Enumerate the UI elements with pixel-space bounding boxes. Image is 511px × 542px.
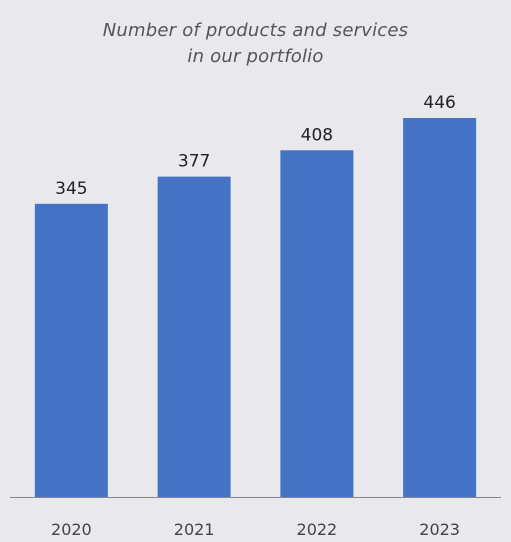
value-label-2023: 446 bbox=[423, 93, 455, 113]
bar-2022 bbox=[280, 150, 354, 497]
value-labels-group: 345 377 408 446 bbox=[55, 93, 456, 199]
bar-2023 bbox=[403, 118, 477, 497]
x-tick-labels-group: 2020 2021 2022 2023 bbox=[51, 520, 460, 539]
x-tick-label-2021: 2021 bbox=[174, 520, 215, 539]
value-label-2022: 408 bbox=[301, 125, 333, 145]
value-label-2020: 345 bbox=[55, 179, 87, 199]
chart-title-line-2: in our portfolio bbox=[187, 46, 324, 67]
x-tick-label-2020: 2020 bbox=[51, 520, 92, 539]
bar-2021 bbox=[157, 176, 231, 497]
bar-2020 bbox=[34, 203, 108, 498]
value-label-2021: 377 bbox=[178, 152, 210, 172]
chart-title-line-1: Number of products and services bbox=[102, 20, 409, 41]
bars-group bbox=[34, 118, 477, 498]
x-tick-label-2022: 2022 bbox=[297, 520, 338, 539]
x-tick-label-2023: 2023 bbox=[419, 520, 460, 539]
chart-title: Number of products and services in our p… bbox=[0, 18, 511, 70]
